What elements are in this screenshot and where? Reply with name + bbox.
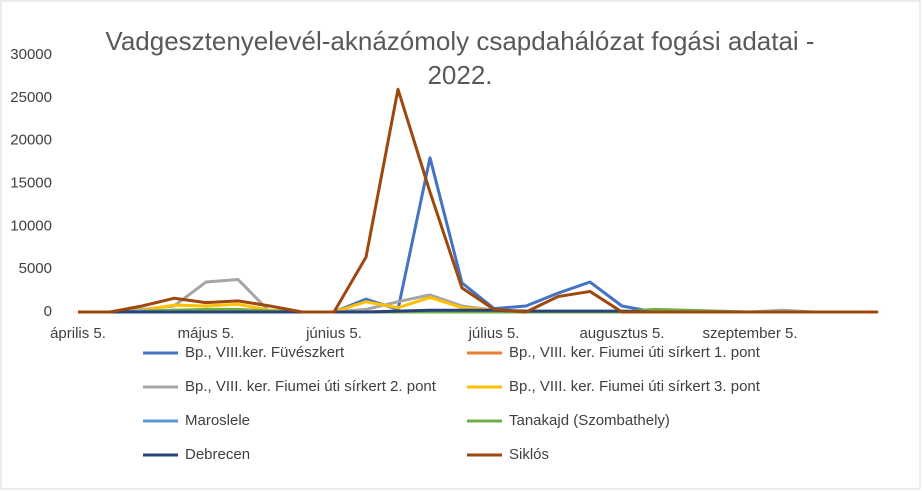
chart-title: Vadgesztenyelevél-aknázómoly csapdahálóz… [105,26,815,90]
y-tick-label: 0 [44,303,52,320]
x-tick-label: április 5. [50,325,106,342]
legend-label: Debrecen [185,446,250,463]
legend-label: Bp., VIII. ker. Fiumei úti sírkert 1. po… [509,344,761,361]
y-tick-label: 25000 [10,89,52,106]
y-tick-label: 15000 [10,174,52,191]
y-tick-label: 5000 [19,260,52,277]
series-line [78,87,878,314]
y-tick-label: 10000 [10,217,52,234]
legend-label: Tanakajd (Szombathely) [509,412,670,429]
x-tick-label: szeptember 5. [702,325,797,342]
x-tick-label: május 5. [178,325,235,342]
y-tick-label: 20000 [10,132,52,149]
x-tick-label: július 5. [468,325,520,342]
x-tick-label: június 5. [305,325,362,342]
legend-label: Siklós [509,446,549,463]
legend-label: Bp., VIII. ker. Fiumei úti sírkert 2. po… [185,378,437,395]
x-tick-label: augusztus 5. [579,325,664,342]
legend-label: Maroslele [185,412,250,429]
legend-label: Bp., VIII.ker. Füvészkert [185,344,345,361]
y-tick-label: 30000 [10,46,52,63]
legend-label: Bp., VIII. ker. Fiumei úti sírkert 3. po… [509,378,761,395]
